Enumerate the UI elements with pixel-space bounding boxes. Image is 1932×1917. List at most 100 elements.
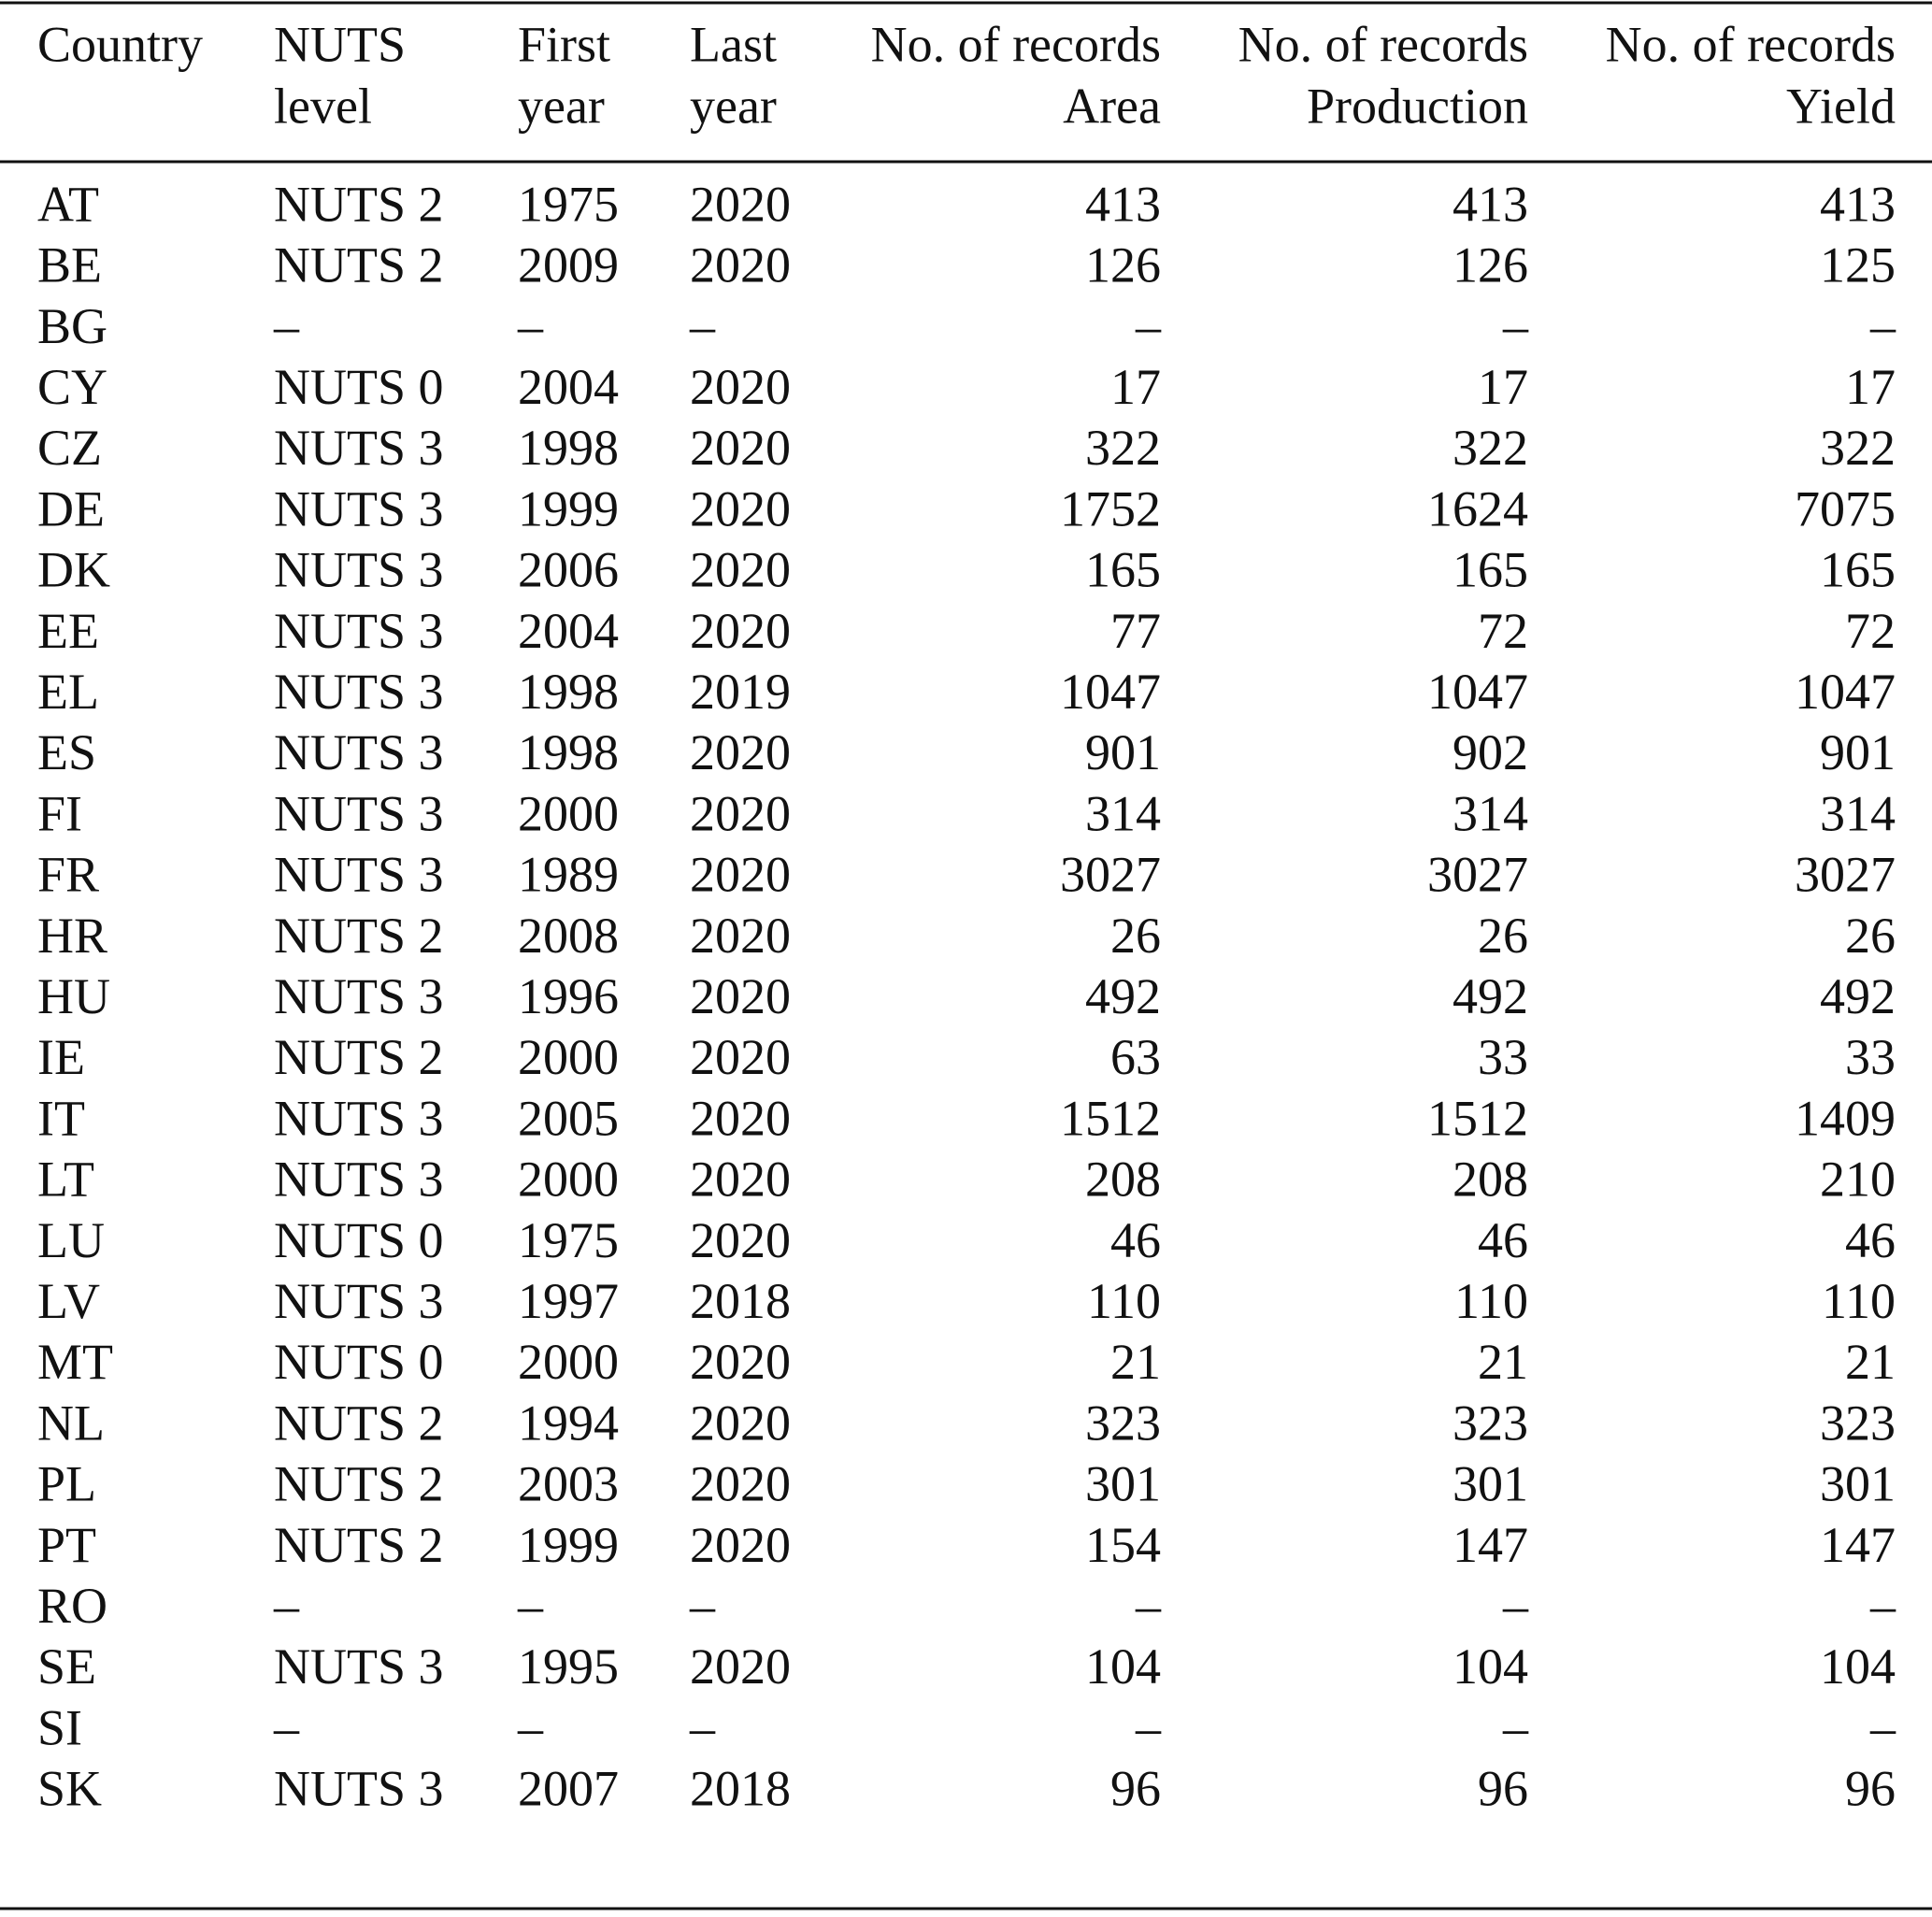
table-cell: 21	[1845, 1334, 1896, 1390]
table-cell: 301	[1820, 1456, 1896, 1512]
table-cell: –	[1502, 298, 1529, 354]
table-cell: 413	[1453, 176, 1528, 232]
table-cell: 154	[1085, 1517, 1161, 1573]
table-cell: 2008	[518, 908, 619, 964]
table-cell: EE	[37, 603, 99, 659]
table-cell: 1975	[518, 176, 619, 232]
table-cell: PT	[37, 1517, 96, 1573]
table-cell: –	[1869, 1699, 1896, 1755]
table-cell: 104	[1085, 1638, 1161, 1695]
table-cell: FI	[37, 785, 82, 841]
table-cell: NUTS 3	[274, 542, 444, 598]
table-cell: 322	[1820, 420, 1896, 476]
table-cell: LU	[37, 1212, 105, 1268]
header-cell: level	[274, 78, 372, 134]
table-cell: 2020	[690, 1334, 791, 1390]
table-cell: 2020	[690, 542, 791, 598]
table-cell: NUTS 2	[274, 1517, 444, 1573]
table-cell: –	[689, 1699, 716, 1755]
table-cell: 147	[1453, 1517, 1528, 1573]
table-cell: MT	[37, 1334, 113, 1390]
table-cell: 2006	[518, 542, 619, 598]
table-cell: NUTS 3	[274, 1638, 444, 1695]
table-cell: 72	[1845, 603, 1896, 659]
table-cell: 2019	[690, 664, 791, 720]
table-cell: 2020	[690, 1456, 791, 1512]
table-cell: 2020	[690, 359, 791, 415]
table-cell: 2020	[690, 1090, 791, 1146]
table-cell: 2000	[518, 1334, 619, 1390]
header-cell: No. of records	[1606, 16, 1896, 72]
table-cell: 2020	[690, 480, 791, 536]
table-cell: 2020	[690, 176, 791, 232]
table-cell: 1994	[518, 1395, 619, 1451]
table-cell: HR	[37, 908, 107, 964]
table-cell: 314	[1453, 785, 1528, 841]
table-cell: 3027	[1060, 847, 1161, 903]
table-cell: 110	[1822, 1273, 1896, 1329]
table-cell: ES	[37, 724, 96, 780]
table-cell: 3027	[1427, 847, 1528, 903]
table-cell: 210	[1820, 1152, 1896, 1208]
table-cell: 2020	[690, 1029, 791, 1085]
table-cell: 2020	[690, 1395, 791, 1451]
table-cell: 21	[1110, 1334, 1161, 1390]
table-cell: NUTS 3	[274, 1273, 444, 1329]
table-cell: –	[1135, 1699, 1162, 1755]
table-cell: –	[1869, 1578, 1896, 1634]
table-cell: 96	[1478, 1761, 1528, 1817]
table-cell: 2020	[690, 1517, 791, 1573]
table-cell: 2009	[518, 237, 619, 293]
table-cell: RO	[37, 1578, 107, 1634]
table-cell: 77	[1110, 603, 1161, 659]
table-cell: 2020	[690, 420, 791, 476]
table-cell: BE	[37, 237, 102, 293]
table-cell: 323	[1820, 1395, 1896, 1451]
table-cell: 1997	[518, 1273, 619, 1329]
table-cell: 2020	[690, 785, 791, 841]
table-cell: DE	[37, 480, 105, 536]
table-cell: 901	[1085, 724, 1161, 780]
table-cell: –	[1135, 1578, 1162, 1634]
table-cell: 1998	[518, 724, 619, 780]
table-cell: 1989	[518, 847, 619, 903]
table-cell: CY	[37, 359, 107, 415]
table-cell: NUTS 3	[274, 1090, 444, 1146]
header-cell: Area	[1063, 78, 1161, 134]
table-cell: 1998	[518, 664, 619, 720]
table-cell: 901	[1820, 724, 1896, 780]
table-cell: SK	[37, 1761, 102, 1817]
table-cell: NUTS 3	[274, 724, 444, 780]
table-cell: NUTS 3	[274, 1761, 444, 1817]
table-cell: NUTS 2	[274, 1456, 444, 1512]
table-cell: 165	[1820, 542, 1896, 598]
table-cell: SE	[37, 1638, 96, 1695]
table-cell: 2020	[690, 724, 791, 780]
table-cell: NUTS 2	[274, 237, 444, 293]
table-cell: CZ	[37, 420, 102, 476]
table-cell: NUTS 3	[274, 480, 444, 536]
header-cell: No. of records	[871, 16, 1161, 72]
table-cell: NUTS 3	[274, 664, 444, 720]
table-cell: DK	[37, 542, 110, 598]
table-cell: NL	[37, 1395, 105, 1451]
table-cell: NUTS 0	[274, 1212, 444, 1268]
table-cell: 46	[1110, 1212, 1161, 1268]
table-cell: 1512	[1427, 1090, 1528, 1146]
table-cell: 17	[1845, 359, 1896, 415]
table-cell: 110	[1087, 1273, 1161, 1329]
table-cell: 2020	[690, 968, 791, 1024]
table-cell: 63	[1110, 1029, 1161, 1085]
table-cell: 208	[1453, 1152, 1528, 1208]
table-cell: 413	[1085, 176, 1161, 232]
table-cell: NUTS 2	[274, 908, 444, 964]
table-cell: 413	[1820, 176, 1896, 232]
table-cell: 165	[1085, 542, 1161, 598]
table-cell: 1975	[518, 1212, 619, 1268]
table-cell: 1998	[518, 420, 619, 476]
table-cell: 72	[1478, 603, 1528, 659]
header-cell: First	[518, 16, 610, 72]
table-cell: 1047	[1427, 664, 1528, 720]
table-cell: 17	[1110, 359, 1161, 415]
